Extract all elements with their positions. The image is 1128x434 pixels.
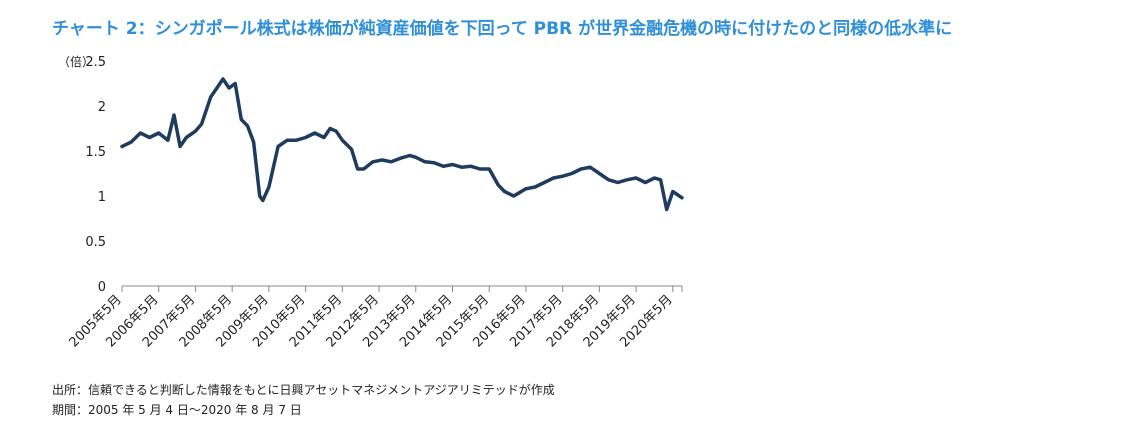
- y-tick-label: 1.5: [85, 145, 106, 160]
- pbr-series-line: [120, 77, 684, 212]
- y-tick-label: 1: [98, 190, 106, 205]
- y-tick-label: 2.5: [85, 55, 106, 70]
- source-note: 出所：信頼できると判断した情報をもとに日興アセットマネジメントアジアリミテッドが…: [52, 383, 555, 397]
- y-tick-label: 0.5: [85, 235, 106, 250]
- y-tick-label: 2: [98, 100, 106, 115]
- y-unit-label: （倍）: [58, 54, 94, 69]
- chart-title: チャート 2：シンガポール株式は株価が純資産価値を下回って PBR が世界金融危…: [52, 19, 953, 39]
- y-tick-label: 0: [98, 280, 106, 295]
- period-note: 期間：2005 年 5 月 4 日～2020 年 8 月 7 日: [52, 403, 302, 417]
